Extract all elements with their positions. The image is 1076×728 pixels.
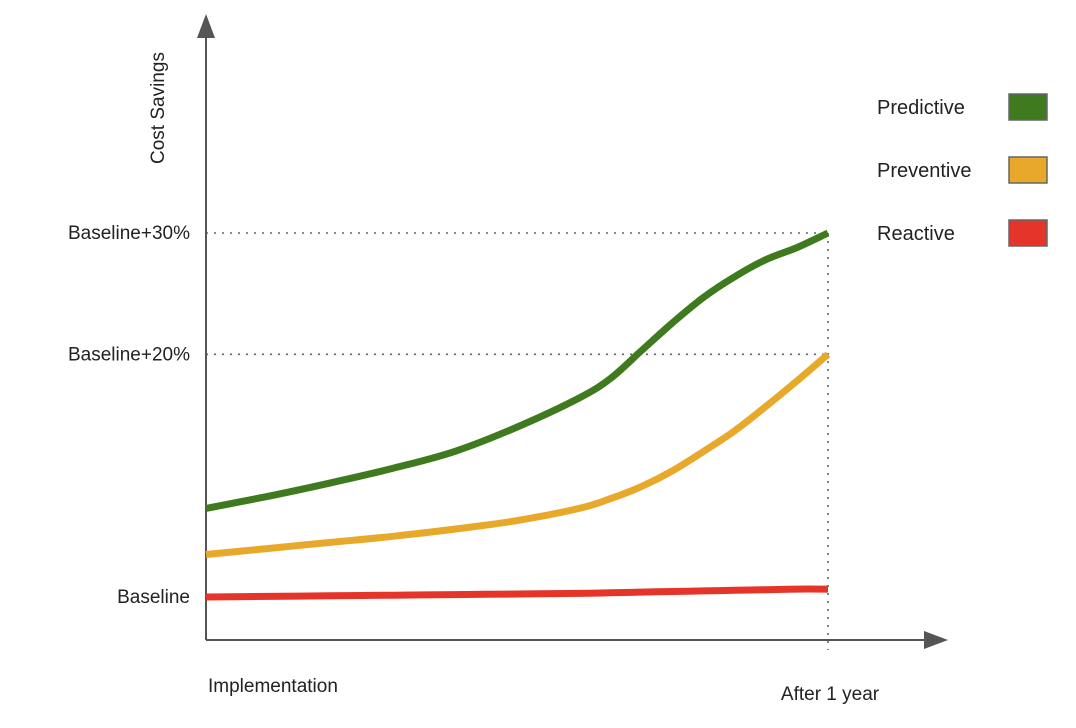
x-tick-label-end: After 1 year <box>781 684 880 705</box>
reference-lines <box>206 232 829 650</box>
y-tick-labels: Baseline Baseline+20% Baseline+30% <box>68 223 190 608</box>
legend-swatch-predictive <box>1008 93 1048 121</box>
x-axis-arrow <box>924 631 948 649</box>
legend-swatch-preventive <box>1008 156 1048 184</box>
x-tick-label-start: Implementation <box>208 676 338 697</box>
series-line-reactive <box>205 585 829 601</box>
series-line-predictive <box>205 229 830 512</box>
y-tick-label: Baseline+30% <box>68 223 190 244</box>
legend-swatch-reactive <box>1008 219 1048 247</box>
y-axis-label: Cost Savings <box>148 52 169 164</box>
y-tick-label: Baseline+20% <box>68 344 190 365</box>
legend-label-preventive: Preventive <box>877 160 972 182</box>
legend: Predictive Preventive Reactive <box>877 93 1048 247</box>
series-line-preventive <box>205 351 831 558</box>
legend-label-predictive: Predictive <box>877 97 965 119</box>
legend-label-reactive: Reactive <box>877 223 955 245</box>
axes <box>197 14 948 649</box>
series-lines <box>205 229 831 601</box>
y-axis-arrow <box>197 14 215 38</box>
y-tick-label: Baseline <box>117 587 190 608</box>
